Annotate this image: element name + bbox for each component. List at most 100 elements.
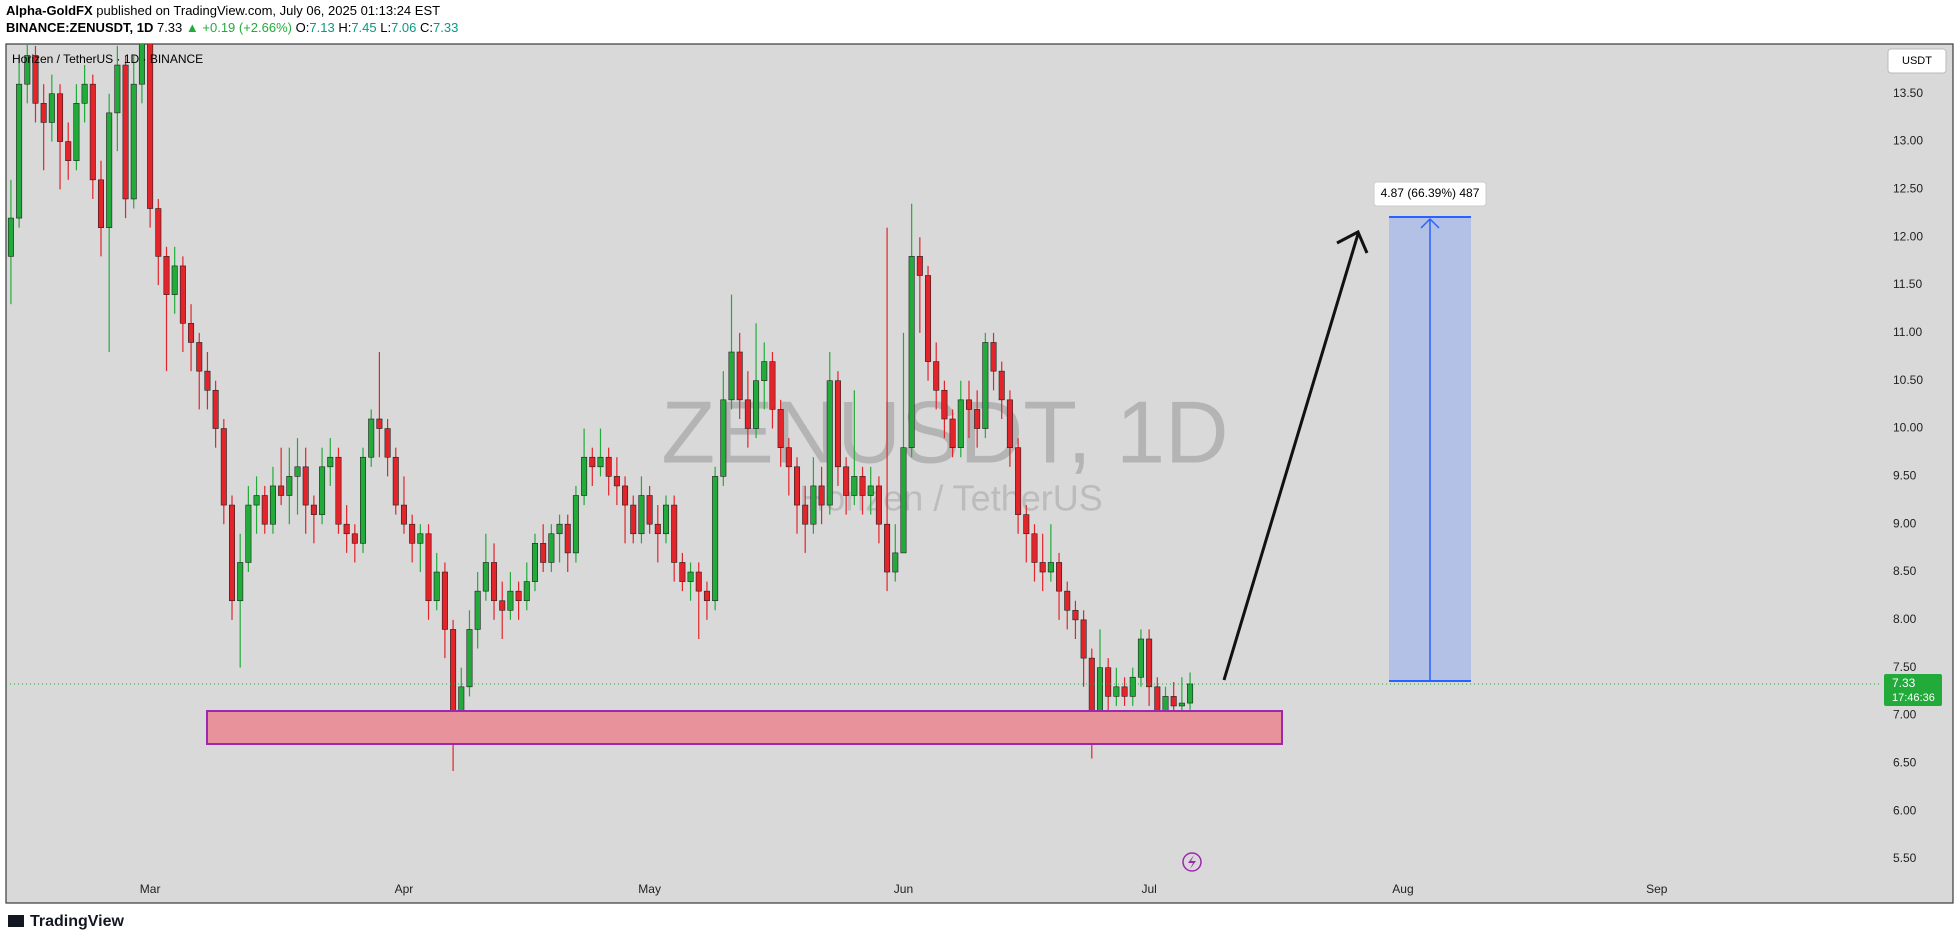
candle-body [843, 466, 850, 496]
candle-body [515, 590, 522, 602]
x-tick-label: Apr [395, 882, 414, 896]
candle-body [965, 399, 972, 410]
candle-body [138, 44, 145, 85]
candles [7, 44, 1194, 771]
measure-label: 4.87 (66.39%) 487 [1381, 186, 1480, 200]
candle-body [622, 485, 629, 506]
price-label-box [1884, 673, 1942, 706]
candle-body [179, 265, 186, 324]
candle-body [900, 447, 907, 554]
candle-body [65, 141, 72, 162]
candle-body [769, 361, 776, 410]
candle-body [1031, 533, 1038, 563]
candle-body [400, 504, 407, 525]
currency: USDT [1902, 55, 1932, 67]
candle-body [1047, 562, 1054, 573]
axes: 5.50 6.00 6.50 7.00 7.50 8.00 8.50 9.00 9.50 10.0… [6, 86, 1942, 896]
ohlc-value: 7.45 [351, 20, 376, 35]
y-tick-label: 12.50 [1893, 182, 1923, 196]
candle-body [1187, 683, 1194, 704]
candle-body [1023, 514, 1030, 535]
candle-body [523, 581, 530, 602]
currency-box [1887, 48, 1947, 74]
candle-body [409, 523, 416, 544]
candle-body [24, 55, 31, 85]
x-tick-label: Jul [1141, 882, 1156, 896]
candle-body [114, 64, 121, 114]
candle-body [163, 256, 170, 295]
y-tick-label: 7.50 [1893, 660, 1917, 674]
candle-body [556, 523, 563, 535]
candle-body [736, 351, 743, 401]
ohlc-value: 7.33 [433, 20, 458, 35]
header-line: Alpha-GoldFX published on TradingView.co… [6, 3, 440, 18]
candle-body [998, 370, 1005, 401]
candle-body [867, 485, 874, 496]
candle-body [417, 533, 424, 544]
candle-body [1137, 638, 1144, 678]
candle-body [220, 428, 227, 506]
price-label: 7.33 [1892, 676, 1916, 690]
candle-body [171, 265, 178, 295]
candle-body [1015, 447, 1022, 515]
candle-body [859, 476, 866, 496]
candle-body [597, 456, 604, 468]
candle-body [302, 466, 309, 506]
measure-label-box [1373, 181, 1487, 207]
candle-body [16, 83, 23, 219]
candle-body [89, 83, 96, 181]
candle-body [491, 562, 498, 602]
x-tick-label: Sep [1646, 882, 1668, 896]
candle-body [466, 629, 473, 688]
candle-body [1178, 702, 1185, 707]
candle-body [777, 409, 784, 448]
candle-body [957, 399, 964, 448]
candle-body [343, 523, 350, 535]
candle-body [630, 504, 637, 535]
candle-body [310, 504, 317, 515]
candle-body [826, 380, 833, 506]
candle-body [581, 456, 588, 496]
candle-body [196, 342, 203, 372]
measure-arrow-head [1420, 217, 1440, 229]
candle-body [671, 504, 678, 563]
event-icon[interactable] [1182, 852, 1202, 872]
candle-body [1064, 590, 1071, 611]
candle-body [638, 495, 645, 535]
candle-body [204, 370, 211, 391]
candle-body [351, 533, 358, 544]
candle-body [335, 456, 342, 525]
candle-body [229, 504, 236, 602]
last-price: 7.33 [157, 20, 182, 35]
x-tick-label: Aug [1392, 882, 1413, 896]
candle-body [1080, 619, 1087, 659]
candle-body [253, 495, 260, 506]
candle-body [990, 342, 997, 372]
ohlc-label: L: [380, 20, 391, 35]
candle-body [327, 456, 334, 468]
candle-body [237, 562, 244, 602]
candle-body [572, 495, 579, 554]
candle-body [97, 179, 104, 228]
candle-body [368, 418, 375, 458]
candle-body [1096, 667, 1103, 716]
candle-body [949, 418, 956, 448]
candle-body [728, 351, 735, 401]
candle-body [548, 533, 555, 563]
candle-body [941, 389, 948, 420]
candle-body [261, 495, 268, 525]
candle-body [687, 571, 694, 582]
x-tick-label: May [638, 882, 661, 896]
candle-body [1170, 696, 1177, 707]
candle-body [802, 504, 809, 525]
candle-body [753, 380, 760, 429]
candle-body [507, 590, 514, 611]
candle-body [662, 504, 670, 535]
candle-body [531, 543, 538, 582]
event-bolt [1188, 855, 1196, 869]
candle-body [499, 600, 506, 611]
candle-body [384, 428, 391, 458]
change: ▲ +0.19 (+2.66%) [186, 20, 292, 35]
candle-body [1129, 676, 1136, 697]
candle-body [1056, 562, 1063, 592]
